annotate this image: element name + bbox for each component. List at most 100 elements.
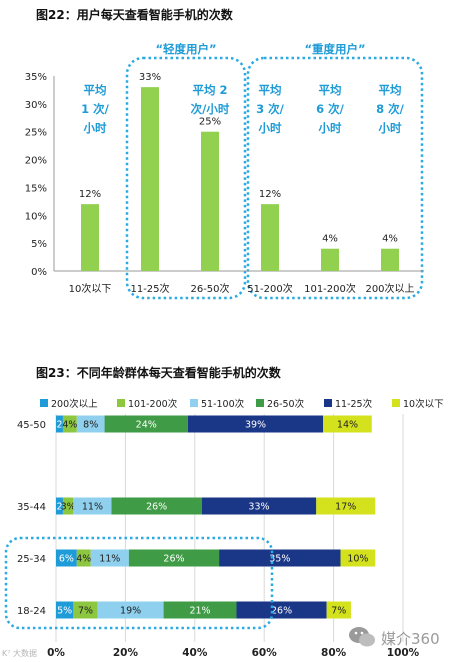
legend-label: 11-25次 <box>335 398 373 410</box>
segment-label: 10% <box>347 554 368 565</box>
segment-label: 17% <box>335 502 356 513</box>
stacked-segment <box>90 549 129 567</box>
x-tick-label: 100% <box>387 647 420 659</box>
bar <box>321 248 339 271</box>
average-annotation: 平均 2 <box>192 83 227 97</box>
bar <box>201 131 219 271</box>
stacked-segment <box>97 601 164 619</box>
segment-label: 4% <box>62 420 77 431</box>
bar <box>81 204 99 271</box>
bar-value-label: 4% <box>382 234 398 245</box>
segment-label: 35% <box>269 554 290 565</box>
stacked-segment <box>104 415 188 433</box>
segment-label: 5% <box>57 606 72 617</box>
legend-swatch <box>117 399 125 407</box>
stacked-segment <box>73 497 112 515</box>
segment-label: 7% <box>78 606 93 617</box>
legend-label: 200次以上 <box>51 398 98 410</box>
stacked-segment <box>187 415 324 433</box>
y-tick-label: 35-44 <box>17 502 46 513</box>
y-tick-label: 30% <box>25 100 47 111</box>
segment-label: 4% <box>76 554 91 565</box>
average-annotation: 平均 <box>379 83 402 97</box>
bar-value-label: 12% <box>259 189 281 200</box>
stacked-segment <box>76 549 91 567</box>
bar <box>141 87 159 272</box>
stacked-segment <box>128 549 220 567</box>
segment-label: 21% <box>189 606 210 617</box>
stacked-segment <box>326 601 351 619</box>
stacked-segment <box>62 415 77 433</box>
chart-23: 200次以上 101-200次 51-100次 26-50次 11-25次 10次以下 0%… <box>4 398 444 659</box>
stacked-segment <box>56 415 63 433</box>
average-annotation: 平均 <box>259 83 282 97</box>
legend-label: 10次以下 <box>403 398 444 410</box>
segment-label: 11% <box>99 554 120 565</box>
stacked-segment <box>73 601 98 619</box>
group-label: “轻度用户” <box>155 42 216 56</box>
x-tick-label: 10次以下 <box>69 282 112 295</box>
segment-label: 2 <box>56 420 62 431</box>
average-annotation: 小时 <box>378 121 402 135</box>
average-annotation: 1 次/ <box>81 102 110 116</box>
x-tick-label: 200次以上 <box>365 282 414 295</box>
y-tick-label: 15% <box>25 183 47 194</box>
segment-label: 26% <box>163 554 184 565</box>
y-tick-label: 5% <box>31 239 47 250</box>
y-tick-label: 45-50 <box>17 420 46 431</box>
young-groups-box <box>4 536 274 630</box>
wechat-icon <box>349 627 375 647</box>
bar-value-label: 25% <box>199 117 221 128</box>
stacked-segment <box>56 497 63 515</box>
legend-swatch <box>40 399 48 407</box>
stacked-segment <box>56 601 74 619</box>
legend-label: 26-50次 <box>267 398 305 410</box>
average-annotation: 平均 <box>84 83 107 97</box>
y-tick-label: 0% <box>31 267 47 278</box>
segment-label: 6% <box>59 554 74 565</box>
legend-label: 51-100次 <box>201 398 245 410</box>
stacked-segment <box>201 497 317 515</box>
stacked-segment <box>316 497 376 515</box>
segment-label: 14% <box>337 420 358 431</box>
group-label: “重度用户” <box>304 42 365 56</box>
segment-label: 33% <box>248 502 269 513</box>
fig23-title: 图23：不同年龄群体每天查看智能手机的次数 <box>36 366 281 380</box>
segment-label: 11% <box>82 502 103 513</box>
legend-label: 101-200次 <box>128 398 178 410</box>
average-annotation: 3 次/ <box>256 102 285 116</box>
watermark: 媒介360 <box>347 624 447 652</box>
legend-swatch <box>190 399 198 407</box>
light-users-box <box>125 56 247 300</box>
legend-swatch <box>256 399 264 407</box>
x-tick-label: 40% <box>182 647 208 659</box>
stacked-segment <box>219 549 341 567</box>
legend-swatch <box>392 399 400 407</box>
y-tick-label: 35% <box>25 72 47 83</box>
heavy-users-box <box>246 56 424 300</box>
average-annotation: 8 次/ <box>376 102 405 116</box>
footer-note: K⁷ 大数据 <box>2 649 37 658</box>
stacked-segment <box>323 415 372 433</box>
stacked-segment <box>111 497 202 515</box>
segment-label: 2 <box>56 502 62 513</box>
segment-label: 19% <box>120 606 141 617</box>
x-tick-label: 11-25次 <box>130 282 169 295</box>
segment-label: 3% <box>61 502 76 513</box>
stacked-segment <box>76 415 105 433</box>
segment-label: 26% <box>146 502 167 513</box>
x-tick-label: 0% <box>47 647 65 659</box>
bar-value-label: 12% <box>79 189 101 200</box>
x-tick-label: 80% <box>321 647 347 659</box>
chart-22: “轻度用户” “重度用户” 0% 5% 10% 15% 20% 25% 30% 35% 12% 10次… <box>25 42 424 300</box>
average-annotation: 次/小时 <box>191 102 230 116</box>
average-annotation: 平均 <box>319 83 342 97</box>
bar-value-label: 33% <box>139 72 161 83</box>
y-tick-label: 18-24 <box>17 606 46 617</box>
y-tick-label: 25% <box>25 128 47 139</box>
stacked-segment <box>56 549 77 567</box>
stacked-segment <box>340 549 376 567</box>
x-tick-label: 20% <box>113 647 139 659</box>
y-tick-label: 25-34 <box>17 554 46 565</box>
y-tick-label: 10% <box>25 211 47 222</box>
